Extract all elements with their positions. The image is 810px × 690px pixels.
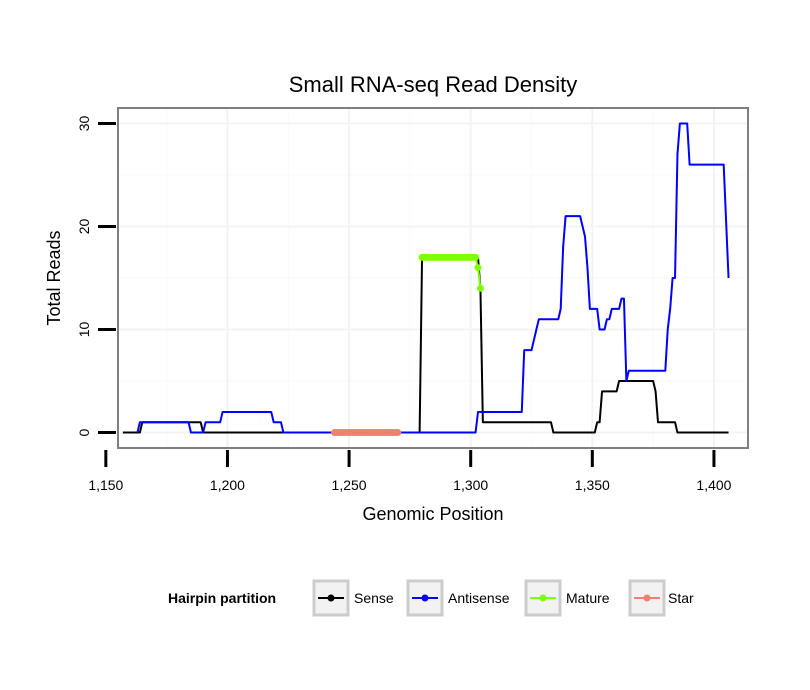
legend-point-mature [539,594,547,602]
x-tick-label: 1,350 [575,477,610,493]
star-point [394,429,402,437]
x-axis: 1,150 1,200 1,250 1,300 1,350 1,400 [88,450,732,493]
y-axis-title: Total Reads [44,230,64,325]
legend-label-sense: Sense [354,590,394,606]
x-tick-label: 1,200 [210,477,245,493]
y-tick-label: 10 [76,322,92,338]
mature-point [474,264,482,272]
antisense-series-line [136,122,730,434]
x-tick-label: 1,150 [88,477,123,493]
chart-title: Small RNA-seq Read Density [289,72,578,97]
series-layer [122,122,730,437]
mature-point [476,284,484,292]
legend: Hairpin partition Sense Antisense Mature St… [168,579,694,617]
x-tick-label: 1,300 [453,477,488,493]
legend-point-star [643,594,651,602]
mature-point [472,253,480,261]
legend-point-sense [327,594,335,602]
legend-label-mature: Mature [566,590,610,606]
legend-label-star: Star [668,590,694,606]
y-axis: 0 10 20 30 [76,115,116,436]
legend-title: Hairpin partition [168,590,276,606]
x-tick-label: 1,250 [332,477,367,493]
y-tick-label: 30 [76,115,92,131]
y-tick-label: 0 [76,428,92,436]
x-tick-label: 1,400 [696,477,731,493]
legend-label-antisense: Antisense [448,590,510,606]
x-axis-title: Genomic Position [362,504,503,524]
legend-point-antisense [421,594,429,602]
y-tick-label: 20 [76,218,92,234]
